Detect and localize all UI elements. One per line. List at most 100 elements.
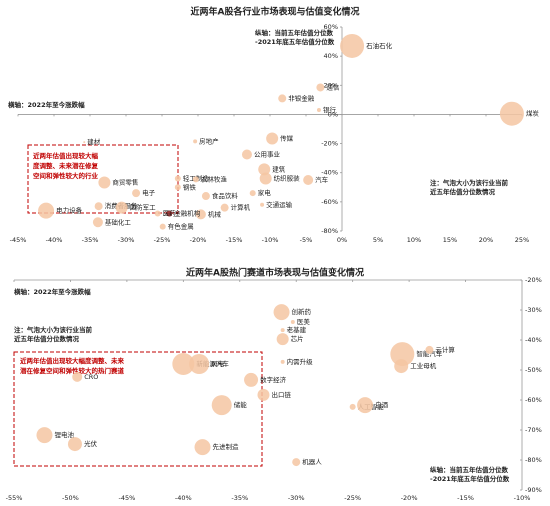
x-tick-label: 10% xyxy=(407,236,421,244)
y-tick-label: -60% xyxy=(525,396,542,404)
bubble-label: 老基建 xyxy=(287,325,307,334)
x-tick-label: -10% xyxy=(262,236,279,244)
bubble-label: 出口链 xyxy=(271,390,291,399)
bubble-label: 石油石化 xyxy=(366,41,393,50)
bubble xyxy=(499,101,524,126)
x-tick-label: -45% xyxy=(10,236,27,244)
bubble xyxy=(172,353,195,375)
bubble xyxy=(220,203,229,212)
bubble xyxy=(192,176,199,183)
bubble xyxy=(394,359,409,374)
x-tick-label: -10% xyxy=(514,494,531,502)
bubble xyxy=(278,94,287,103)
bubble-label: 传媒 xyxy=(280,133,294,142)
bubble xyxy=(98,176,111,189)
bubble xyxy=(244,372,259,387)
bubble-label: 工业母机 xyxy=(410,361,437,370)
y-tick-label: -70% xyxy=(525,426,542,434)
bubble xyxy=(260,202,265,207)
y-tick-label: -40% xyxy=(321,169,338,177)
annotation: 注：气泡大小为该行业当前 xyxy=(14,325,93,334)
annotation: 纵轴：当前五年估值分位数 xyxy=(430,465,509,474)
bubble xyxy=(195,209,206,220)
x-tick-label: -15% xyxy=(457,494,474,502)
bubble xyxy=(154,210,161,217)
bubble-label: 医药 xyxy=(163,209,177,218)
bubble xyxy=(303,175,314,185)
bubble xyxy=(174,175,181,182)
y-tick-label: -20% xyxy=(525,276,542,284)
annotation: 横轴：2022年至今涨跌幅 xyxy=(8,100,85,109)
y-tick-label: -40% xyxy=(525,336,542,344)
bubble xyxy=(390,342,415,367)
x-tick-label: -55% xyxy=(6,494,23,502)
bubble xyxy=(115,201,128,214)
bubble xyxy=(276,333,289,346)
bubble xyxy=(258,163,271,176)
bubble xyxy=(83,141,86,144)
x-tick-label: -45% xyxy=(118,494,135,502)
bubble-label: 通信 xyxy=(326,82,340,91)
bubble xyxy=(290,320,295,324)
bubble-label: 有色金属 xyxy=(168,222,194,231)
x-tick-label: 5% xyxy=(373,236,383,244)
bubble-label: 房地产 xyxy=(199,136,219,145)
bubble xyxy=(72,371,83,382)
bubble-label: 食品饮料 xyxy=(212,191,239,200)
y-tick-label: 40% xyxy=(324,52,338,60)
box-note: 近两年估值出现较大幅度调整、未来 xyxy=(20,356,125,365)
x-tick-label: -15% xyxy=(226,236,243,244)
bubble-label: 商贸零售 xyxy=(112,177,138,186)
bubble xyxy=(266,132,279,145)
bubble xyxy=(92,217,103,228)
bubble xyxy=(259,172,272,185)
bubble xyxy=(273,304,290,321)
bubble xyxy=(425,345,434,354)
bubble-label: 光伏 xyxy=(84,439,98,448)
y-tick-label: -60% xyxy=(321,198,338,206)
y-tick-label: -50% xyxy=(525,366,542,374)
x-tick-label: 0% xyxy=(337,236,347,244)
bubble-label: 数字经济 xyxy=(260,375,287,384)
bubble-label: 电力设备 xyxy=(56,206,83,215)
bubble-label: 风电 xyxy=(211,359,225,368)
x-tick-label: 25% xyxy=(515,236,529,244)
bubble xyxy=(166,210,173,217)
y-tick-label: 0% xyxy=(328,110,338,118)
box-note: 空间和弹性较大的行业 xyxy=(33,171,99,180)
bubble xyxy=(349,403,356,410)
bubble xyxy=(316,108,321,113)
annotation: 近五年估值分位数情况 xyxy=(14,334,80,343)
x-tick-label: 15% xyxy=(443,236,457,244)
y-tick-label: -20% xyxy=(321,140,338,148)
bubble-label: 煤炭 xyxy=(526,109,540,118)
bubble-label: 医美 xyxy=(297,317,311,326)
bubble-label: 家电 xyxy=(258,188,272,197)
bubble-label: 白酒 xyxy=(375,400,389,409)
bubble-label: 锂电池 xyxy=(54,430,74,439)
x-tick-label: -35% xyxy=(82,236,99,244)
bubble xyxy=(132,189,141,198)
annotation: 注：气泡大小为该行业当前 xyxy=(430,178,509,187)
bubble-label: 储能 xyxy=(234,400,248,409)
y-tick-label: 20% xyxy=(324,81,338,89)
bubble-label: 银行 xyxy=(323,105,337,114)
annotation: -2021年底五年估值分位数 xyxy=(430,474,510,483)
bubble-label: 机械 xyxy=(208,209,222,218)
bubble-label: 计算机 xyxy=(231,203,251,212)
bubble xyxy=(280,359,285,364)
bubble xyxy=(280,328,285,333)
x-tick-label: -40% xyxy=(46,236,63,244)
x-tick-label: -25% xyxy=(154,236,171,244)
bubble xyxy=(257,388,270,401)
x-tick-label: -25% xyxy=(344,494,361,502)
bubble-label: 汽车 xyxy=(315,175,329,184)
bubble-label: 国防军工 xyxy=(130,203,157,212)
bubble-label: 非银金融 xyxy=(288,93,315,102)
box-note: 潜在修复空间和弹性较大的热门赛道 xyxy=(20,366,125,375)
y-tick-label: -90% xyxy=(525,486,542,494)
bubble-label: 新能源汽车 xyxy=(196,359,229,368)
bubble-label: 云计算 xyxy=(435,345,455,354)
bubble xyxy=(340,33,365,58)
y-tick-label: -80% xyxy=(525,456,542,464)
